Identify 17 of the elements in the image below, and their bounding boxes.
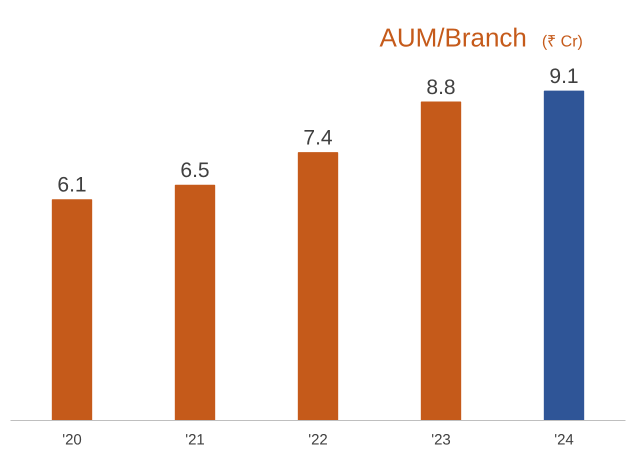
data-label: 6.5 — [180, 159, 210, 182]
chart-title: AUM/Branch — [380, 22, 527, 52]
data-label: 9.1 — [549, 65, 579, 88]
x-tick-label: '21 — [185, 432, 205, 448]
bar — [52, 199, 92, 420]
x-tick-label: '23 — [431, 432, 451, 448]
x-tick-label: '22 — [308, 432, 328, 448]
bar — [298, 152, 338, 420]
data-label: 6.1 — [57, 174, 87, 197]
bar — [420, 101, 462, 420]
bar — [544, 90, 584, 420]
x-tick-label: '24 — [554, 432, 574, 448]
x-tick-label: '20 — [62, 432, 82, 448]
data-label: 7.4 — [303, 126, 333, 150]
bar — [174, 184, 216, 420]
chart-subtitle: (₹ Cr) — [542, 34, 583, 50]
data-label: 8.8 — [426, 76, 456, 99]
